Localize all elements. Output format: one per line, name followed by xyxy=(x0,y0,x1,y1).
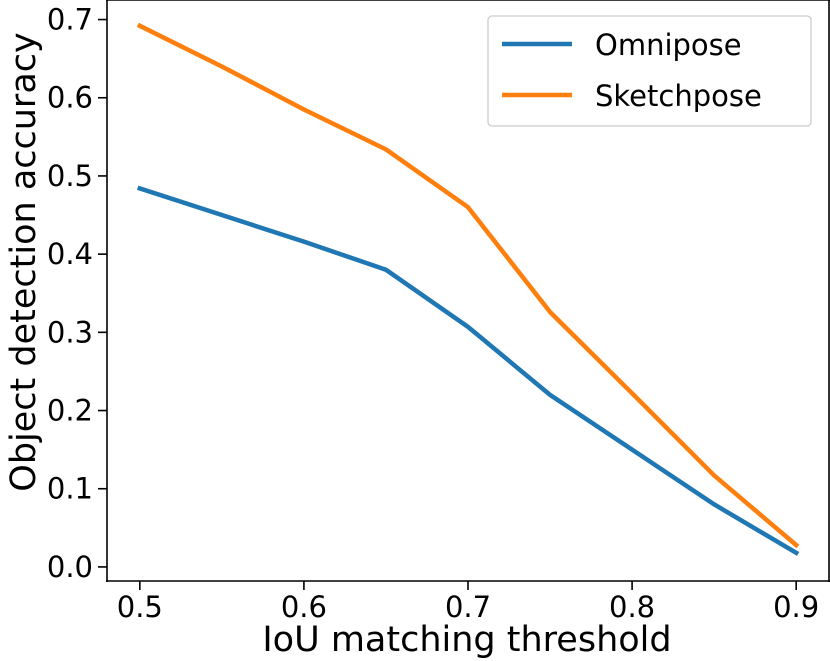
x-tick-label: 0.8 xyxy=(609,590,655,624)
y-tick-label: 0.5 xyxy=(47,159,93,193)
y-tick-label: 0.0 xyxy=(47,550,93,584)
series-line-omnipose xyxy=(136,185,800,556)
x-tick-label: 0.7 xyxy=(445,590,491,624)
y-tick-label: 0.3 xyxy=(47,315,93,349)
y-tick-label: 0.6 xyxy=(47,81,93,115)
x-axis-ticks: 0.5 0.6 0.7 0.8 0.9 xyxy=(117,581,819,624)
x-axis-label: IoU matching threshold xyxy=(262,620,671,660)
series-layer xyxy=(136,22,800,556)
legend: Omnipose Sketchpose xyxy=(487,15,812,127)
x-tick-label: 0.5 xyxy=(117,590,163,624)
y-axis-ticks: 0.0 0.1 0.2 0.3 0.4 0.5 0.6 0.7 xyxy=(47,3,107,584)
x-tick-label: 0.6 xyxy=(281,590,327,624)
y-tick-label: 0.7 xyxy=(47,3,93,37)
x-tick-label: 0.9 xyxy=(773,590,819,624)
legend-label-omnipose: Omnipose xyxy=(595,28,742,62)
y-tick-label: 0.2 xyxy=(47,394,93,428)
legend-label-sketchpose: Sketchpose xyxy=(595,79,762,113)
series-line-sketchpose xyxy=(136,22,800,549)
y-tick-label: 0.4 xyxy=(47,237,93,271)
y-tick-label: 0.1 xyxy=(47,472,93,506)
y-axis-label: Object detection accuracy xyxy=(4,32,44,491)
